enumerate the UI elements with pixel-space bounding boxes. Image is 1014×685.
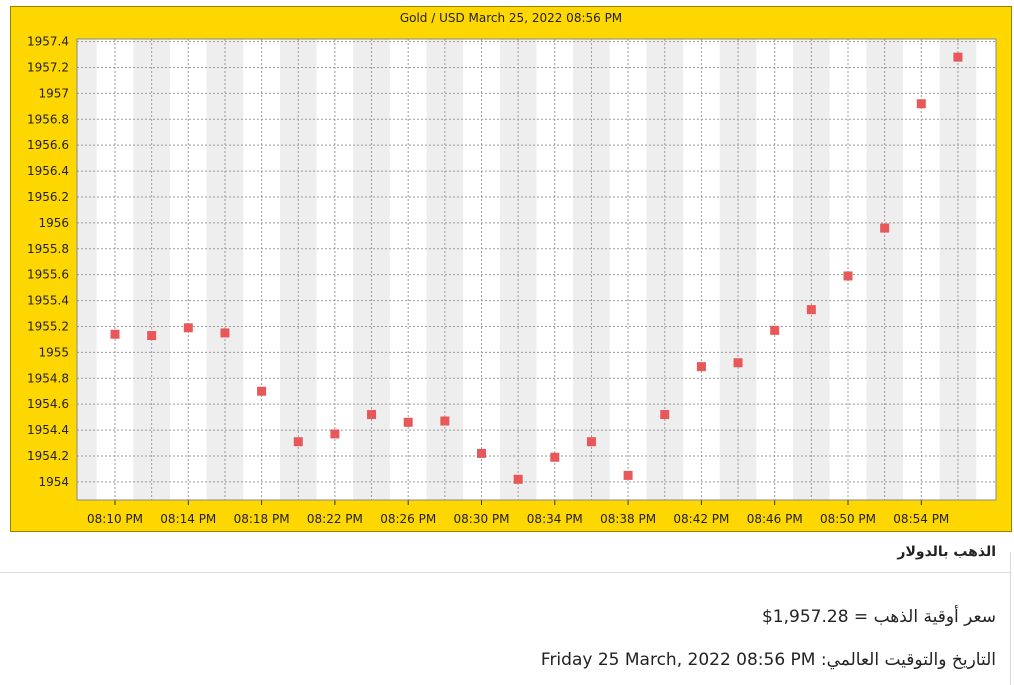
- data-point: [623, 470, 633, 480]
- y-tick-label: 1955.6: [27, 268, 69, 282]
- price-value: $1,957.28: [761, 607, 849, 627]
- data-point: [586, 437, 596, 447]
- data-point: [916, 99, 926, 109]
- x-tick-label: 08:26 PM: [380, 512, 436, 526]
- x-tick-label: 08:42 PM: [673, 512, 729, 526]
- x-tick-label: 08:38 PM: [600, 512, 656, 526]
- data-point: [293, 437, 303, 447]
- gold-price-line: سعر أوقية الذهب = $1,957.28: [762, 607, 996, 627]
- y-tick-label: 1955.2: [27, 319, 69, 333]
- y-tick-label: 1954.2: [27, 449, 69, 463]
- chart-title: Gold / USD March 25, 2022 08:56 PM: [399, 11, 623, 25]
- x-tick-label: 08:22 PM: [307, 512, 363, 526]
- data-point: [696, 362, 706, 372]
- x-tick-label: 08:18 PM: [234, 512, 290, 526]
- y-tick-label: 1957.4: [27, 35, 69, 49]
- data-point: [147, 331, 157, 341]
- data-point: [403, 417, 413, 427]
- x-tick-label: 08:10 PM: [87, 512, 143, 526]
- data-point: [183, 323, 193, 333]
- data-point: [880, 223, 890, 233]
- section-heading: الذهب بالدولار: [897, 544, 996, 560]
- x-tick-label: 08:54 PM: [893, 512, 949, 526]
- x-tick-label: 08:46 PM: [747, 512, 803, 526]
- data-point: [806, 305, 816, 315]
- y-tick-label: 1956.2: [27, 190, 69, 204]
- data-point: [220, 328, 230, 338]
- gold-price-chart: 1957.4 1957.2 1957 1956.8 1956.6 1956.4 1956.2…: [27, 35, 997, 526]
- x-tick-label: 08:34 PM: [527, 512, 583, 526]
- y-tick-label: 1956.6: [27, 138, 69, 152]
- x-tick-label: 08:30 PM: [454, 512, 510, 526]
- y-tick-label: 1954.4: [27, 423, 69, 437]
- data-point: [513, 474, 523, 484]
- y-tick-label: 1956: [38, 216, 69, 230]
- data-point: [733, 358, 743, 368]
- data-point: [953, 52, 963, 62]
- y-tick-label: 1954.6: [27, 397, 69, 411]
- y-tick-label: 1957: [38, 86, 69, 100]
- y-tick-label: 1955: [38, 345, 69, 359]
- data-point: [440, 416, 450, 426]
- data-point: [843, 271, 853, 281]
- y-tick-label: 1956.4: [27, 164, 69, 178]
- y-tick-label: 1957.2: [27, 60, 69, 74]
- price-label: سعر أوقية الذهب =: [853, 607, 996, 627]
- y-tick-label: 1955.4: [27, 294, 69, 308]
- datetime-value: Friday 25 March, 2022 08:56 PM: [540, 650, 816, 670]
- section-divider: [0, 572, 1010, 573]
- x-tick-label: 08:14 PM: [160, 512, 216, 526]
- data-point: [110, 329, 120, 339]
- chart-panel: Gold / USD March 25, 2022 08:56 PM 1957.…: [10, 6, 1012, 532]
- data-point: [550, 452, 560, 462]
- section-edge: [1010, 552, 1011, 685]
- gold-info-section: الذهب بالدولار سعر أوقية الذهب = $1,957.…: [0, 532, 1014, 685]
- plot-band: [77, 39, 97, 500]
- datetime-line: التاريخ والتوقيت العالمي: Friday 25 Marc…: [541, 650, 996, 670]
- datetime-label: التاريخ والتوقيت العالمي:: [820, 650, 996, 670]
- data-point: [257, 386, 267, 396]
- x-tick-label: 08:50 PM: [820, 512, 876, 526]
- plot-border: [76, 38, 997, 501]
- y-tick-label: 1955.8: [27, 242, 69, 256]
- y-tick-label: 1956.8: [27, 112, 69, 126]
- data-point: [477, 448, 486, 458]
- data-point: [660, 410, 670, 420]
- data-point: [770, 325, 780, 335]
- y-tick-label: 1954.8: [27, 371, 69, 385]
- data-point: [367, 410, 377, 420]
- y-tick-label: 1954: [38, 475, 69, 489]
- data-point: [330, 429, 340, 439]
